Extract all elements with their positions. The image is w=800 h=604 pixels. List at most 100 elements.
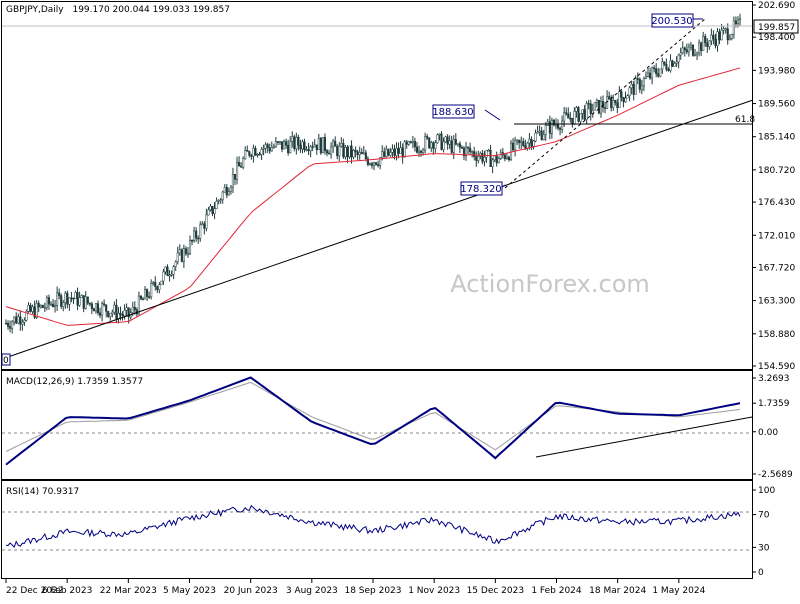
candle-body [56,292,59,306]
candle-body [595,99,598,103]
candle-body [156,286,159,291]
candle-body [726,28,729,41]
candle-body [199,224,202,239]
candle-body [722,28,725,31]
candle-body [405,141,408,145]
annotation-label: 178.320 [460,184,501,195]
candle-body [68,297,71,305]
moving-average-line [5,67,741,326]
candle-body [618,91,621,108]
candle-body [730,34,733,39]
candle-body [13,316,16,323]
macd-tick-label: 3.2693 [758,374,790,384]
candle-body [162,271,165,282]
candle-body [174,261,177,267]
candle-body [240,165,243,168]
candle-body [712,34,715,40]
candle-body [283,141,286,150]
price-tick-label: 176.430 [758,198,795,208]
candle-body [407,141,410,145]
candle-body [285,141,288,146]
candle-body [391,148,394,153]
candle-body [287,144,290,154]
candle-body [43,307,46,309]
macd-tick-label: 0.00 [758,428,778,438]
candle-body [370,163,374,166]
candle-body [111,311,114,314]
candle-body [191,239,194,242]
date-tick-label: 15 Dec 2023 [467,586,525,596]
candle-body [19,316,22,325]
candle-body [248,151,251,156]
price-axis: 202.690 198.400 193.980 189.560 185.140 180.7… [752,1,795,372]
candle-body [383,151,386,157]
candle-body [389,152,392,156]
candle-body [6,323,10,327]
candle-body [640,85,643,90]
candle-body [125,307,128,311]
candle-body [509,142,513,160]
symbol-timeframe: GBPJPY,Daily [6,5,64,15]
candle-body [411,141,414,144]
candle-body [109,313,112,317]
candle-body [379,157,382,166]
candle-body [299,144,302,150]
candle-body [203,223,206,229]
candle-body [565,112,568,115]
candle-body [430,142,433,149]
candle-body [9,326,12,329]
candle-body [70,297,73,300]
candle-body [60,295,63,307]
candle-body [372,162,376,166]
candle-body [113,304,116,313]
candle-body [51,303,55,307]
candle-body [258,153,261,156]
candle-body [96,303,100,314]
rsi-tick-label: 70 [758,511,770,521]
candle-body [327,152,331,155]
candle-body [469,147,472,153]
candle-body [332,140,335,148]
candle-body [37,303,40,308]
candle-body [710,34,713,42]
candle-body [485,149,488,158]
candle-body [119,312,122,315]
candle-body [642,78,645,87]
candle-body [260,149,263,155]
candle-body [452,139,455,153]
candle-body [708,40,711,47]
candle-body [221,191,224,200]
candle-body [620,91,623,98]
candle-body [483,156,486,162]
candle-body [54,305,57,307]
candle-body [180,249,183,262]
candle-body [213,208,216,214]
chart-title: GBPJPY,Daily 199.170 200.044 199.033 199… [6,5,230,15]
candle-body [663,61,666,65]
candle-body [507,156,511,160]
candle-body [72,298,75,300]
candle-body [182,248,185,262]
candle-body [227,191,230,196]
candle-body [64,292,67,303]
candle-body [714,38,717,46]
candle-body [540,130,543,140]
candle-body [127,307,130,318]
candle-body [295,137,298,149]
candle-body [601,101,605,108]
candle-body [387,148,390,156]
macd-panel-frame[interactable] [1,370,753,480]
candle-body [311,146,314,148]
candle-body [352,150,355,158]
annotation-178320: 178.320 [460,181,503,196]
candle-body [512,142,515,151]
candle-body [276,141,279,143]
date-tick-label: 18 Mar 2024 [589,586,646,596]
candle-body [215,200,218,209]
candle-body [561,120,564,130]
candle-body [246,149,249,152]
candle-body [446,136,449,145]
candle-body [146,289,149,297]
candle-body [90,303,93,310]
candle-body [366,158,369,165]
